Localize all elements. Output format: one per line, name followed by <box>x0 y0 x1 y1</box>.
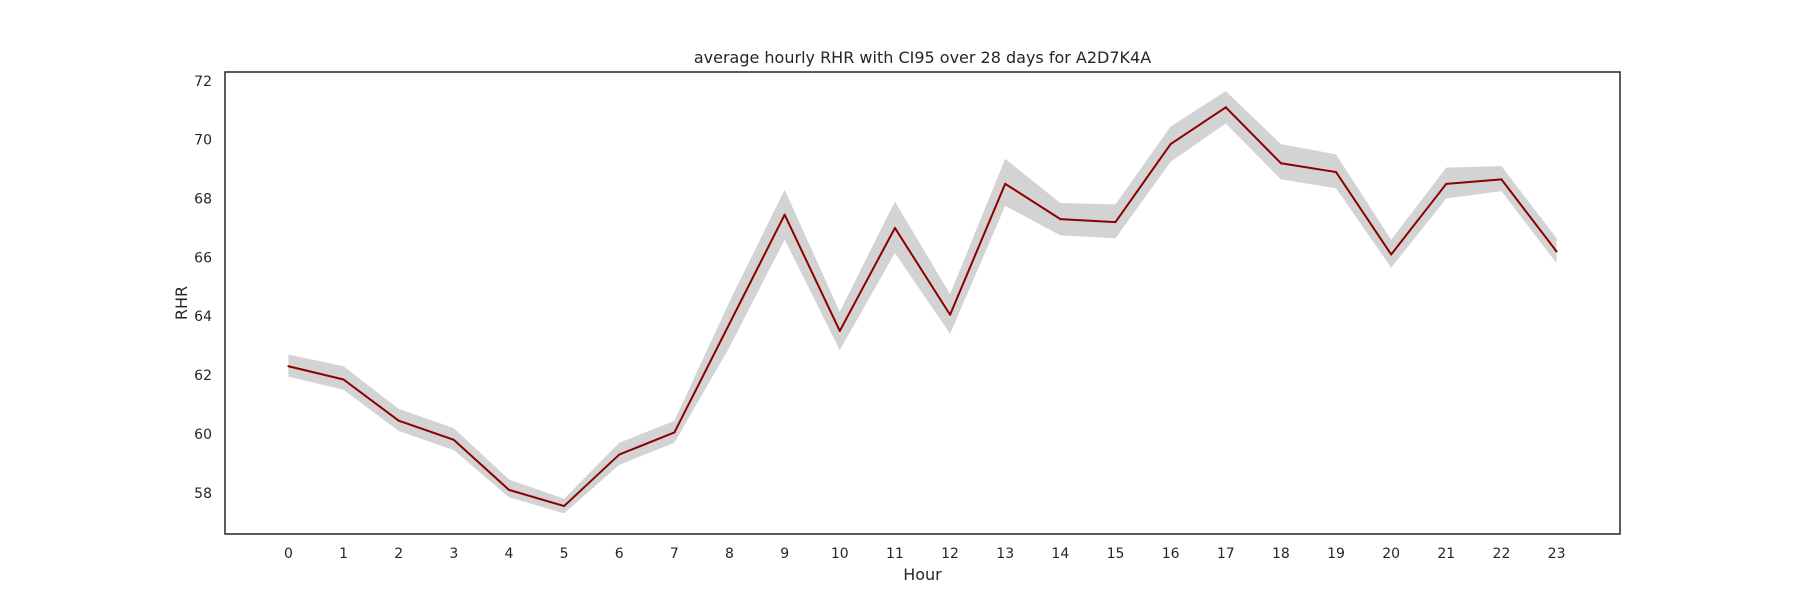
data-point <box>397 419 400 422</box>
chart-title: average hourly RHR with CI95 over 28 day… <box>694 48 1151 67</box>
x-tick-label: 6 <box>615 546 624 562</box>
x-tick-label: 7 <box>670 546 679 562</box>
ci-band <box>288 91 1557 514</box>
data-point <box>949 313 952 316</box>
data-point <box>507 488 510 491</box>
data-point <box>563 505 566 508</box>
ci-band-layer <box>288 91 1557 514</box>
y-tick-label: 60 <box>194 427 212 443</box>
x-tick-label: 20 <box>1382 546 1400 562</box>
series-line-layer <box>287 106 1558 508</box>
x-axis: 0 1 2 3 4 5 6 7 8 9 10 11 12 13 14 15 16 17 18 19 20 21 22 23 <box>284 546 1566 562</box>
x-tick-label: 2 <box>394 546 403 562</box>
data-point <box>893 226 896 229</box>
series-line <box>288 106 1558 508</box>
data-point <box>1500 178 1503 181</box>
data-point <box>1335 171 1338 174</box>
x-tick-label: 10 <box>831 546 849 562</box>
data-point <box>838 329 841 332</box>
x-tick-label: 18 <box>1272 546 1290 562</box>
y-tick-label: 70 <box>194 133 212 149</box>
data-point <box>287 365 290 368</box>
x-tick-label: 23 <box>1548 546 1566 562</box>
y-axis: 58 60 62 64 66 68 70 72 <box>194 74 212 502</box>
data-point <box>342 378 345 381</box>
data-point <box>783 213 786 216</box>
y-tick-label: 62 <box>194 368 212 384</box>
x-tick-label: 13 <box>996 546 1014 562</box>
x-tick-label: 19 <box>1327 546 1345 562</box>
x-tick-label: 17 <box>1217 546 1235 562</box>
x-tick-label: 21 <box>1437 546 1455 562</box>
data-point <box>673 431 676 434</box>
x-tick-label: 11 <box>886 546 904 562</box>
x-tick-label: 1 <box>339 546 348 562</box>
x-tick-label: 5 <box>560 546 569 562</box>
y-tick-label: 68 <box>194 192 212 208</box>
data-point <box>1390 253 1393 256</box>
data-point <box>1445 182 1448 185</box>
data-point <box>1004 182 1007 185</box>
data-point <box>618 453 621 456</box>
x-axis-title: Hour <box>903 565 942 584</box>
x-tick-label: 22 <box>1493 546 1511 562</box>
x-tick-label: 12 <box>941 546 959 562</box>
x-tick-label: 8 <box>725 546 734 562</box>
data-point <box>1555 250 1558 253</box>
data-point <box>1279 162 1282 165</box>
data-point <box>728 322 731 325</box>
data-point <box>1169 143 1172 146</box>
y-tick-label: 58 <box>194 486 212 502</box>
y-tick-label: 72 <box>194 74 212 90</box>
x-tick-label: 3 <box>449 546 458 562</box>
plot-frame <box>224 71 1621 535</box>
x-tick-label: 16 <box>1162 546 1180 562</box>
x-tick-label: 14 <box>1051 546 1069 562</box>
data-point <box>1059 218 1062 221</box>
data-point <box>452 438 455 441</box>
x-tick-label: 0 <box>284 546 293 562</box>
y-tick-label: 66 <box>194 250 212 266</box>
y-axis-title: RHR <box>172 286 191 320</box>
data-point <box>1224 106 1227 109</box>
y-tick-label: 64 <box>194 309 212 325</box>
x-tick-label: 15 <box>1107 546 1125 562</box>
x-tick-label: 4 <box>505 546 514 562</box>
x-tick-label: 9 <box>780 546 789 562</box>
data-point <box>1114 221 1117 224</box>
